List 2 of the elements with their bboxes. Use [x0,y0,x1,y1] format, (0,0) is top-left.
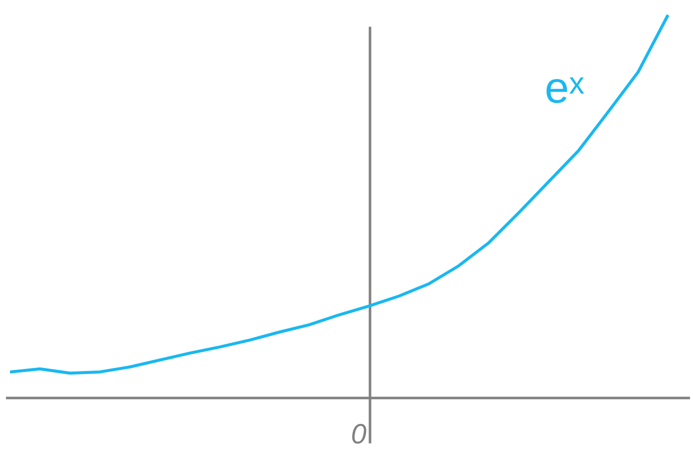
text: 0 [352,424,366,444]
annotation: e$^{x}$ [546,77,584,104]
